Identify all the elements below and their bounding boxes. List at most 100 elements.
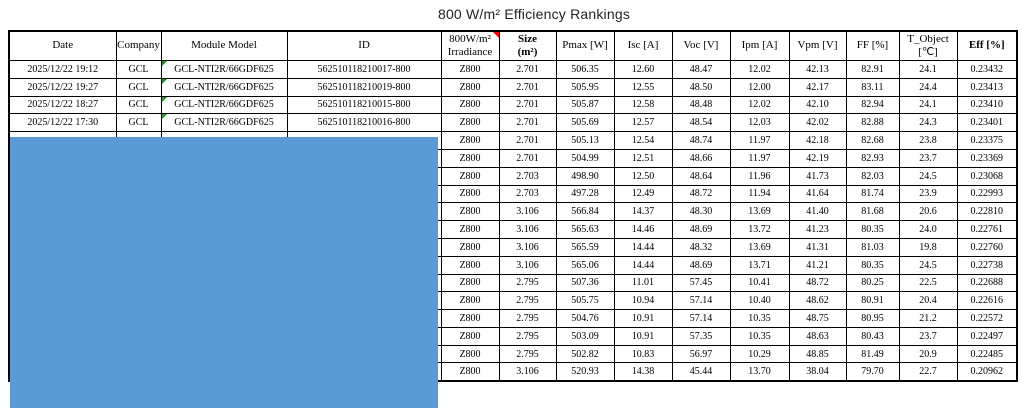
column-header-company[interactable]: Company (115, 30, 162, 61)
cell-voc[interactable]: 48.32 (671, 237, 731, 257)
cell-id[interactable]: 562510118210017-800 (286, 59, 442, 79)
cell-voc[interactable]: 48.66 (671, 148, 731, 168)
cell-pmax[interactable]: 566.84 (555, 202, 615, 222)
cell-t_object[interactable]: 24.1 (898, 95, 958, 115)
cell-t_object[interactable]: 24.0 (898, 220, 958, 239)
cell-vpm[interactable]: 48.75 (788, 309, 847, 328)
cell-company[interactable]: GCL (115, 59, 162, 79)
cell-ipm[interactable]: 11.97 (729, 131, 790, 150)
cell-pmax[interactable]: 565.59 (555, 237, 615, 257)
cell-vpm[interactable]: 41.31 (788, 237, 847, 257)
cell-ipm[interactable]: 12.02 (729, 95, 790, 115)
cell-size[interactable]: 2.795 (498, 273, 557, 293)
cell-company[interactable]: GCL (115, 77, 162, 97)
column-header-model[interactable]: Module Model (160, 30, 288, 61)
cell-pmax[interactable]: 505.95 (555, 77, 615, 97)
cell-voc[interactable]: 48.50 (671, 77, 731, 97)
cell-eff[interactable]: 0.23401 (956, 113, 1018, 133)
cell-t_object[interactable]: 24.4 (898, 77, 958, 97)
cell-ff[interactable]: 80.35 (845, 220, 900, 239)
cell-eff[interactable]: 0.23413 (956, 77, 1018, 97)
cell-pmax[interactable]: 507.36 (555, 273, 615, 293)
cell-t_object[interactable]: 24.1 (898, 59, 958, 79)
cell-id[interactable]: 562510118210015-800 (286, 95, 442, 115)
cell-isc[interactable]: 14.38 (613, 362, 673, 382)
cell-t_object[interactable]: 24.5 (898, 255, 958, 275)
cell-vpm[interactable]: 41.23 (788, 220, 847, 239)
cell-vpm[interactable]: 42.13 (788, 59, 847, 79)
cell-t_object[interactable]: 21.2 (898, 309, 958, 328)
cell-size[interactable]: 2.703 (498, 166, 557, 186)
cell-pmax[interactable]: 520.93 (555, 362, 615, 382)
cell-id[interactable]: 562510118210016-800 (286, 113, 442, 133)
column-header-ff[interactable]: FF [%] (845, 30, 900, 61)
cell-size[interactable]: 2.701 (498, 148, 557, 168)
cell-vpm[interactable]: 41.21 (788, 255, 847, 275)
cell-voc[interactable]: 48.64 (671, 166, 731, 186)
cell-eff[interactable]: 0.20962 (956, 362, 1018, 382)
cell-irradiance[interactable]: Z800 (440, 77, 500, 97)
cell-pmax[interactable]: 505.87 (555, 95, 615, 115)
cell-ipm[interactable]: 10.35 (729, 309, 790, 328)
cell-ipm[interactable]: 13.70 (729, 362, 790, 382)
cell-vpm[interactable]: 48.72 (788, 273, 847, 293)
cell-pmax[interactable]: 497.28 (555, 184, 615, 204)
cell-t_object[interactable]: 24.5 (898, 166, 958, 186)
cell-date[interactable]: 2025/12/22 19:12 (8, 59, 117, 79)
cell-ff[interactable]: 80.43 (845, 326, 900, 346)
cell-irradiance[interactable]: Z800 (440, 184, 500, 204)
column-header-isc[interactable]: Isc [A] (613, 30, 673, 61)
cell-ipm[interactable]: 11.97 (729, 148, 790, 168)
cell-eff[interactable]: 0.23432 (956, 59, 1018, 79)
cell-voc[interactable]: 48.69 (671, 220, 731, 239)
cell-voc[interactable]: 48.54 (671, 113, 731, 133)
cell-voc[interactable]: 56.97 (671, 344, 731, 364)
cell-ff[interactable]: 82.68 (845, 131, 900, 150)
cell-eff[interactable]: 0.23410 (956, 95, 1018, 115)
cell-vpm[interactable]: 41.40 (788, 202, 847, 222)
cell-isc[interactable]: 12.49 (613, 184, 673, 204)
cell-irradiance[interactable]: Z800 (440, 148, 500, 168)
cell-ipm[interactable]: 11.94 (729, 184, 790, 204)
column-header-id[interactable]: ID (286, 30, 442, 61)
cell-irradiance[interactable]: Z800 (440, 344, 500, 364)
cell-irradiance[interactable]: Z800 (440, 237, 500, 257)
cell-isc[interactable]: 10.91 (613, 309, 673, 328)
cell-isc[interactable]: 12.57 (613, 113, 673, 133)
column-header-voc[interactable]: Voc [V] (671, 30, 731, 61)
cell-isc[interactable]: 12.50 (613, 166, 673, 186)
cell-pmax[interactable]: 504.99 (555, 148, 615, 168)
cell-voc[interactable]: 57.14 (671, 291, 731, 311)
cell-t_object[interactable]: 22.7 (898, 362, 958, 382)
cell-voc[interactable]: 57.35 (671, 326, 731, 346)
cell-eff[interactable]: 0.22485 (956, 344, 1018, 364)
cell-ff[interactable]: 81.68 (845, 202, 900, 222)
cell-size[interactable]: 3.106 (498, 362, 557, 382)
cell-vpm[interactable]: 42.10 (788, 95, 847, 115)
cell-irradiance[interactable]: Z800 (440, 113, 500, 133)
cell-company[interactable]: GCL (115, 95, 162, 115)
cell-eff[interactable]: 0.22810 (956, 202, 1018, 222)
cell-ipm[interactable]: 12.02 (729, 59, 790, 79)
cell-isc[interactable]: 12.54 (613, 131, 673, 150)
cell-size[interactable]: 2.795 (498, 291, 557, 311)
cell-eff[interactable]: 0.23369 (956, 148, 1018, 168)
cell-isc[interactable]: 14.37 (613, 202, 673, 222)
cell-irradiance[interactable]: Z800 (440, 95, 500, 115)
column-header-date[interactable]: Date (8, 30, 117, 61)
cell-ff[interactable]: 82.94 (845, 95, 900, 115)
cell-ipm[interactable]: 12.00 (729, 77, 790, 97)
cell-date[interactable]: 2025/12/22 17:30 (8, 113, 117, 133)
cell-model[interactable]: GCL-NTI2R/66GDF625 (160, 113, 288, 133)
cell-pmax[interactable]: 506.35 (555, 59, 615, 79)
cell-eff[interactable]: 0.22738 (956, 255, 1018, 275)
cell-ff[interactable]: 80.35 (845, 255, 900, 275)
cell-vpm[interactable]: 48.62 (788, 291, 847, 311)
cell-eff[interactable]: 0.22761 (956, 220, 1018, 239)
cell-ipm[interactable]: 10.35 (729, 326, 790, 346)
cell-size[interactable]: 2.703 (498, 184, 557, 204)
cell-irradiance[interactable]: Z800 (440, 220, 500, 239)
cell-ipm[interactable]: 13.72 (729, 220, 790, 239)
cell-voc[interactable]: 48.30 (671, 202, 731, 222)
cell-irradiance[interactable]: Z800 (440, 309, 500, 328)
